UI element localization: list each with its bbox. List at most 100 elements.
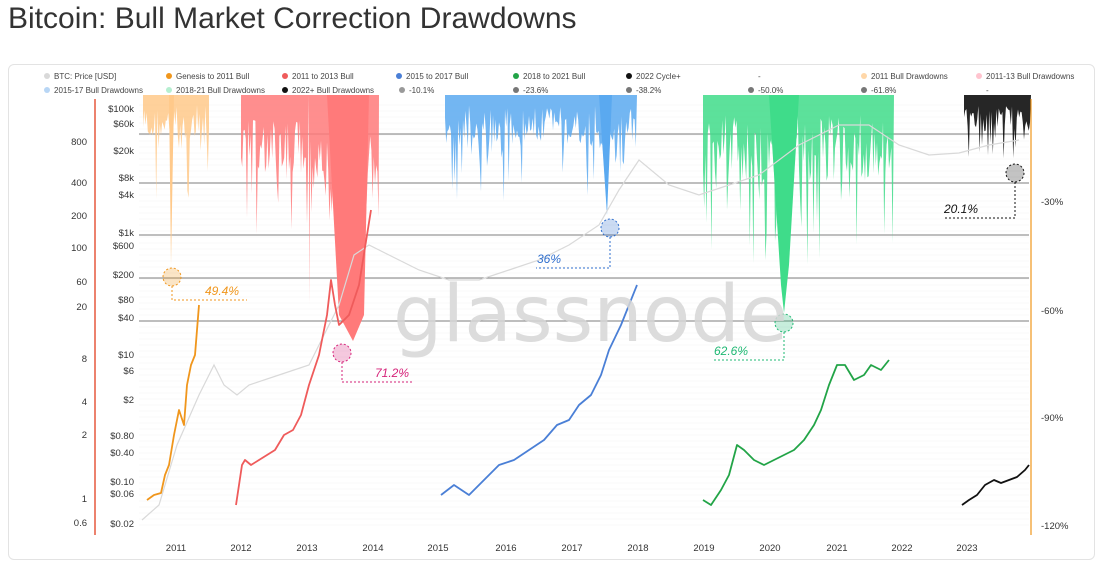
series-2022: [961, 464, 1030, 506]
x-tick: 2012: [230, 543, 251, 554]
series-2018-2021: [702, 359, 890, 506]
left-price-tick: $0.10: [110, 477, 134, 488]
left-price-tick: $200: [113, 270, 134, 281]
left-outer-tick: 20: [76, 302, 87, 313]
series-2011-2013: [235, 209, 372, 506]
left-outer-tick: 60: [76, 277, 87, 288]
left-price-tick: $60k: [113, 119, 134, 130]
max-drawdown-marker: [162, 267, 182, 287]
legend-label: Genesis to 2011 Bull: [176, 72, 249, 81]
chart-card: BTC: Price [USD] Genesis to 2011 Bull 2011…: [8, 64, 1095, 560]
left-price-tick: $0.02: [110, 519, 134, 530]
x-tick: 2014: [362, 543, 383, 554]
left-outer-tick: 8: [82, 354, 87, 365]
drawdown-2018-21-area: [703, 95, 894, 265]
legend-label: -50.0%: [758, 86, 783, 95]
legend-item: 2022 Cycle+: [626, 72, 681, 81]
drawdown-2011-13-area: [241, 95, 309, 234]
legend-item: Genesis to 2011 Bull: [166, 72, 249, 81]
left-outer-tick: 100: [71, 243, 87, 254]
legend-swatch: [399, 87, 405, 93]
legend-item: -50.0%: [748, 86, 783, 95]
legend-label: 2015-17 Bull Drawdowns: [54, 86, 143, 95]
left-price-tick: $40: [118, 313, 134, 324]
drawdown-2011-13: [241, 95, 309, 234]
max-drawdown-leader: [341, 362, 414, 383]
legend-item: 2022+ Bull Drawdowns: [282, 86, 374, 95]
legend-item: -: [986, 86, 989, 95]
left-price-tick: $10: [118, 350, 134, 361]
watermark: glassnode: [393, 270, 788, 360]
legend-swatch: [282, 87, 288, 93]
left-outer-tick: 1: [82, 494, 87, 505]
max-drawdown-leader: [944, 182, 1016, 219]
legend-swatch: [44, 87, 50, 93]
legend-label: -10.1%: [409, 86, 434, 95]
legend-label: -23.6%: [523, 86, 548, 95]
legend-item: -: [758, 72, 761, 81]
drawdown-2022: [964, 95, 1031, 159]
left-price-tick: $0.40: [110, 448, 134, 459]
legend-label: 2018-21 Bull Drawdowns: [176, 86, 265, 95]
left-price-tick: $20k: [113, 146, 134, 157]
legend-label: 2022+ Bull Drawdowns: [292, 86, 374, 95]
x-tick: 2015: [427, 543, 448, 554]
legend-item: 2015-17 Bull Drawdowns: [44, 86, 143, 95]
legend-item: BTC: Price [USD]: [44, 72, 116, 81]
legend-swatch: [166, 87, 172, 93]
left-price-tick: $6: [123, 366, 134, 377]
legend-item: -10.1%: [399, 86, 434, 95]
drawdown-2018-21: [703, 95, 894, 265]
left-outer-tick: 800: [71, 137, 87, 148]
page-title: Bitcoin: Bull Market Correction Drawdown…: [8, 2, 577, 35]
price-line-full: [141, 124, 1020, 521]
deep-spike-2020: [769, 95, 799, 313]
right-tick: -60%: [1041, 306, 1064, 317]
deep-spike-2017: [599, 95, 612, 215]
max-drawdown-annotation: 20.1%: [943, 163, 1025, 219]
max-drawdown-annotation: 36%: [536, 218, 620, 269]
legend-swatch: [861, 73, 867, 79]
series-2015-2017: [440, 284, 638, 496]
legend-label: 2015 to 2017 Bull: [406, 72, 468, 81]
drawdown-2015-17-area: [445, 95, 637, 201]
left-price-tick: $8k: [119, 173, 135, 184]
max-drawdown-leader: [171, 286, 247, 301]
max-drawdown-marker: [332, 343, 352, 363]
deep-spike-2011: [169, 95, 174, 265]
left-price-tick: $0.06: [110, 489, 134, 500]
right-tick: -90%: [1041, 413, 1064, 424]
max-drawdown-annotation: 49.4%: [162, 267, 247, 301]
plot-area: 49.4% 71.2% 36% 62.6% 20.1%: [139, 95, 1031, 526]
legend-label: -61.8%: [871, 86, 896, 95]
legend-label: 2018 to 2021 Bull: [523, 72, 585, 81]
legend-swatch: [861, 87, 867, 93]
chart-svg: BTC: Price [USD] Genesis to 2011 Bull 2011…: [44, 65, 1074, 554]
legend-swatch: [748, 87, 754, 93]
legend-label: BTC: Price [USD]: [54, 72, 116, 81]
x-tick: 2022: [891, 543, 912, 554]
left-price-tick: $2: [123, 395, 134, 406]
left-price-tick: $600: [113, 241, 134, 252]
legend-label: -: [758, 72, 761, 81]
legend-item: 2011-13 Bull Drawdowns: [976, 72, 1074, 81]
max-drawdown-marker: [774, 313, 794, 333]
left-outer-tick: 2: [82, 430, 87, 441]
legend-swatch: [513, 73, 519, 79]
left-price-tick: $4k: [119, 190, 135, 201]
legend-swatch: [976, 73, 982, 79]
right-tick: -120%: [1041, 521, 1069, 532]
left-price-tick: $0.80: [110, 431, 134, 442]
legend-item: 2011 Bull Drawdowns: [861, 72, 948, 81]
legend-item: -61.8%: [861, 86, 896, 95]
legend-swatch: [166, 73, 172, 79]
legend-swatch: [513, 87, 519, 93]
left-outer-tick: 4: [82, 397, 87, 408]
drawdown-2011: [143, 95, 209, 199]
legend-item: -38.2%: [626, 86, 661, 95]
left-outer-tick: 0.6: [74, 518, 87, 529]
deep-spike-2013: [327, 95, 369, 341]
max-drawdown-label: 36%: [537, 252, 561, 266]
legend-item: 2011 to 2013 Bull: [282, 72, 354, 81]
axes: 0.6 1 2 4 8 20 60 100 200 400 800 2K $0.02 $0.06$0.10…: [71, 65, 1069, 554]
